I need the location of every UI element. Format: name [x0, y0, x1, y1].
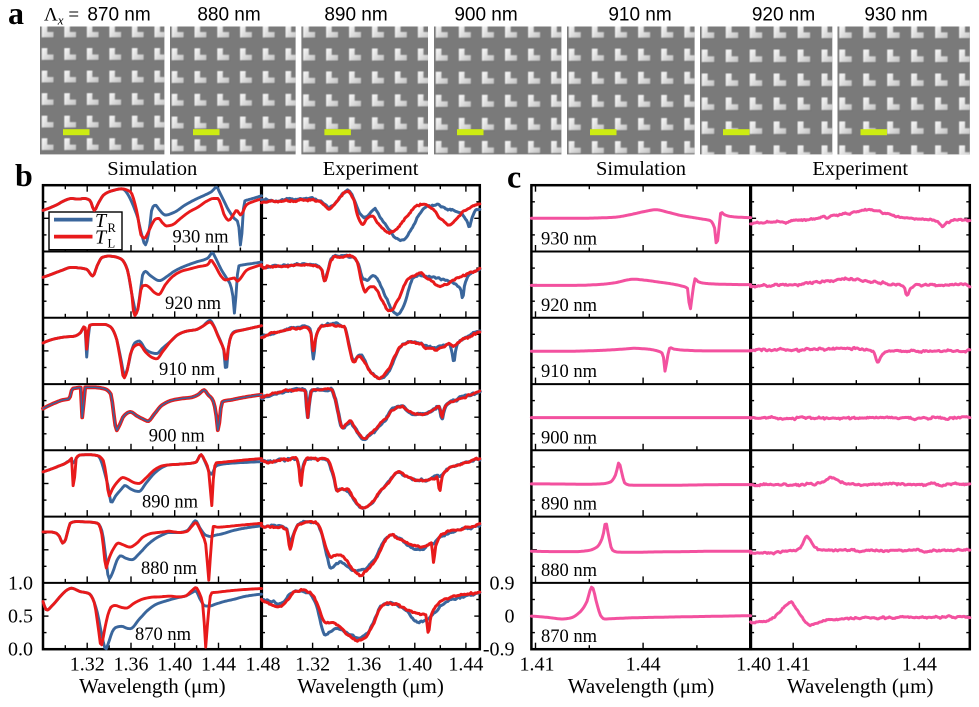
svg-text:1.44: 1.44 [626, 654, 661, 676]
svg-text:Simulation: Simulation [107, 158, 197, 180]
svg-text:880 nm: 880 nm [141, 559, 198, 579]
svg-text:0.0: 0.0 [8, 639, 33, 661]
svg-text:930 nm: 930 nm [864, 5, 927, 26]
svg-text:1.44: 1.44 [448, 654, 483, 676]
svg-text:890 nm: 890 nm [324, 5, 387, 26]
svg-text:900 nm: 900 nm [541, 428, 598, 448]
svg-text:1.32: 1.32 [295, 654, 330, 676]
svg-text:1.40: 1.40 [736, 654, 771, 676]
svg-text:T: T [95, 210, 108, 232]
svg-text:0: 0 [505, 606, 515, 628]
svg-text:1.40: 1.40 [157, 654, 192, 676]
svg-text:Wavelength (μm): Wavelength (μm) [568, 674, 715, 698]
svg-text:1.41: 1.41 [776, 654, 811, 676]
svg-text:1.48: 1.48 [246, 654, 281, 676]
svg-text:c: c [507, 159, 521, 195]
svg-text:920 nm: 920 nm [752, 5, 815, 26]
svg-text:L: L [108, 237, 116, 251]
svg-text:870 nm: 870 nm [135, 625, 192, 645]
svg-text:880 nm: 880 nm [541, 561, 598, 581]
svg-text:1.32: 1.32 [70, 654, 105, 676]
svg-text:b: b [15, 157, 33, 193]
svg-text:920 nm: 920 nm [165, 294, 222, 314]
svg-text:1.36: 1.36 [114, 654, 149, 676]
svg-text:870 nm: 870 nm [87, 5, 150, 26]
svg-text:Simulation: Simulation [596, 158, 686, 180]
svg-text:1.40: 1.40 [397, 654, 432, 676]
svg-text:920 nm: 920 nm [541, 296, 598, 316]
svg-text:930 nm: 930 nm [541, 230, 598, 250]
svg-text:Λx =: Λx = [44, 5, 79, 28]
svg-text:890 nm: 890 nm [541, 495, 598, 515]
svg-text:-0.9: -0.9 [483, 639, 515, 661]
svg-text:870 nm: 870 nm [541, 627, 598, 647]
svg-text:Wavelength (μm): Wavelength (μm) [297, 674, 444, 698]
svg-text:910 nm: 910 nm [541, 362, 598, 382]
svg-text:0.5: 0.5 [8, 606, 33, 628]
svg-text:R: R [108, 221, 117, 235]
svg-text:1.44: 1.44 [201, 654, 236, 676]
svg-text:T: T [95, 227, 108, 249]
svg-text:890 nm: 890 nm [142, 493, 199, 513]
svg-text:0.9: 0.9 [490, 572, 515, 594]
svg-text:1.41: 1.41 [520, 654, 555, 676]
svg-text:1.44: 1.44 [902, 654, 937, 676]
svg-text:Experiment: Experiment [812, 158, 908, 180]
svg-text:Experiment: Experiment [323, 158, 419, 180]
svg-text:910 nm: 910 nm [159, 360, 216, 380]
svg-text:1.0: 1.0 [8, 572, 33, 594]
svg-text:910 nm: 910 nm [608, 5, 671, 26]
svg-text:880 nm: 880 nm [197, 5, 260, 26]
svg-text:930 nm: 930 nm [172, 228, 229, 248]
svg-text:Wavelength (μm): Wavelength (μm) [79, 674, 226, 698]
svg-text:1.36: 1.36 [346, 654, 381, 676]
svg-text:a: a [8, 0, 24, 31]
svg-text:900 nm: 900 nm [454, 5, 517, 26]
svg-text:Wavelength (μm): Wavelength (μm) [787, 674, 934, 698]
svg-text:900 nm: 900 nm [149, 426, 206, 446]
